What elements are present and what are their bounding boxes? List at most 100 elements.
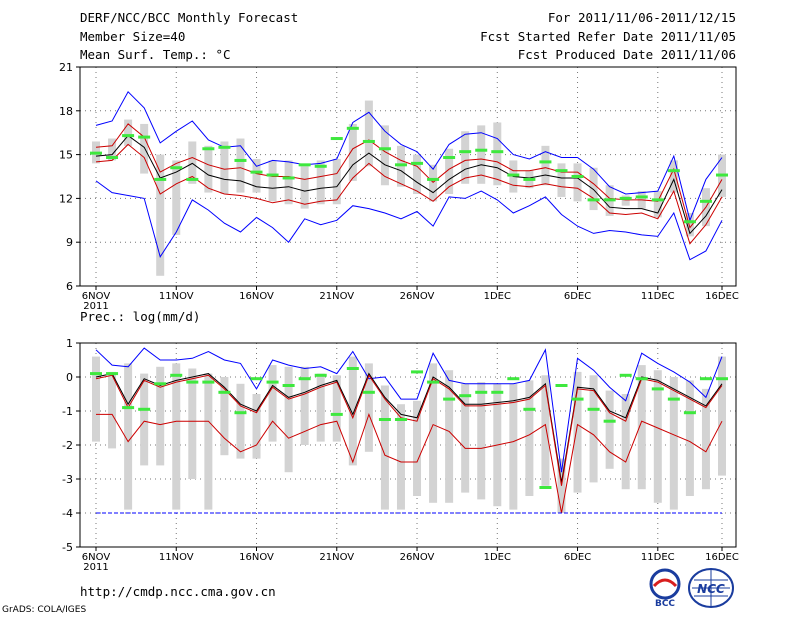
spread-bar: [509, 383, 518, 510]
spread-bar: [493, 122, 502, 186]
ensemble-marker: [603, 198, 616, 202]
ensemble-marker: [346, 367, 359, 370]
spread-bar: [541, 145, 550, 186]
ensemble-marker: [346, 126, 359, 130]
ensemble-marker: [699, 199, 712, 203]
y-tick-label: -1: [62, 405, 73, 418]
ensemble-marker: [635, 195, 648, 199]
ensemble-marker: [282, 176, 295, 180]
y-tick-label: 6: [66, 280, 73, 293]
x-tick-year: 2011: [83, 301, 108, 312]
spread-bar: [124, 119, 133, 146]
x-tick-label: 6DEC: [564, 552, 591, 563]
x-tick-label: 16DEC: [705, 291, 739, 302]
x-tick-label: 16NOV: [239, 291, 274, 302]
spread-bar: [316, 160, 325, 205]
ensemble-marker: [330, 412, 343, 416]
spread-bar: [108, 371, 117, 449]
spread-bar: [477, 382, 486, 500]
x-tick-label: 1DEC: [484, 552, 511, 563]
x-tick-label: 26NOV: [400, 291, 435, 302]
ensemble-marker: [378, 147, 391, 151]
spread-bar: [220, 141, 229, 195]
ensemble-marker: [266, 173, 279, 177]
series-line-ensemble-min: [96, 412, 723, 514]
ensemble-marker: [539, 160, 552, 164]
ensemble-marker: [154, 382, 167, 386]
ensemble-marker: [571, 175, 584, 178]
ensemble-marker: [603, 419, 616, 423]
ensemble-marker: [683, 220, 696, 224]
spread-bar: [204, 145, 213, 193]
x-tick-label: 21NOV: [319, 291, 354, 302]
panel1-label: Mean Surf. Temp.: °C: [80, 47, 231, 62]
spread-bar: [637, 365, 646, 490]
ensemble-marker: [491, 150, 504, 154]
ensemble-marker: [362, 139, 375, 143]
bcc-logo-ring: [649, 568, 681, 600]
spread-bar: [140, 373, 149, 466]
ensemble-marker: [106, 372, 119, 376]
ensemble-marker: [539, 486, 552, 489]
y-tick-label: 0: [66, 371, 73, 384]
spread-bar: [172, 363, 181, 510]
x-tick-label: 1DEC: [484, 291, 511, 302]
chart-title: DERF/NCC/BCC Monthly Forecast: [80, 10, 299, 25]
ensemble-marker: [250, 377, 263, 381]
spread-bar: [669, 377, 678, 510]
x-tick-label: 11NOV: [159, 552, 194, 563]
ensemble-marker: [170, 166, 183, 170]
spread-bar: [188, 368, 197, 479]
series-line-ensemble-max: [95, 90, 723, 222]
spread-bar: [589, 375, 598, 483]
ensemble-marker: [427, 380, 440, 384]
spread-bar: [573, 371, 582, 493]
plot-frame: [79, 66, 737, 287]
ensemble-marker: [475, 390, 488, 394]
y-tick-label: 12: [59, 192, 73, 205]
ensemble-marker: [138, 135, 151, 139]
spread-bar: [701, 388, 710, 490]
spread-bar: [445, 370, 454, 503]
x-tick-label: 16NOV: [239, 552, 274, 563]
source-url[interactable]: http://cmdp.ncc.cma.gov.cn: [80, 584, 276, 599]
series-line-upper-percentile: [95, 123, 723, 229]
ensemble-marker: [587, 198, 600, 202]
ensemble-marker: [202, 380, 215, 384]
ensemble-marker: [186, 177, 199, 181]
spread-bar: [461, 131, 470, 184]
y-tick-label: 9: [66, 236, 73, 249]
ensemble-marker: [330, 137, 343, 141]
y-tick-label: -2: [62, 439, 73, 452]
ensemble-marker: [298, 377, 311, 381]
y-tick-label: 1: [66, 337, 73, 350]
spread-bar: [380, 385, 389, 510]
x-tick-label: 11DEC: [641, 552, 675, 563]
spread-bar: [429, 363, 438, 503]
ensemble-marker: [523, 177, 536, 181]
spread-bar: [685, 380, 694, 496]
spread-bar: [621, 195, 630, 206]
spread-bar: [525, 380, 534, 496]
x-tick-label: 6NOV: [82, 291, 111, 302]
ensemble-marker: [394, 163, 407, 167]
x-tick-label: 21NOV: [319, 552, 354, 563]
spread-bar: [461, 383, 470, 493]
ncc-logo: NCC: [688, 568, 734, 608]
spread-bar: [364, 100, 373, 167]
spread-bar: [284, 366, 293, 473]
ensemble-marker: [427, 177, 440, 181]
spread-bar: [364, 363, 373, 452]
ensemble-marker: [619, 373, 632, 377]
spread-bar: [332, 375, 341, 442]
spread-bar: [316, 373, 325, 442]
ensemble-marker: [507, 377, 520, 381]
bcc-logo-swoosh: [652, 578, 678, 588]
y-tick-label: -4: [62, 507, 73, 520]
x-tick-year: 2011: [83, 562, 108, 573]
ensemble-marker: [459, 150, 472, 154]
spread-bar: [268, 365, 277, 442]
spread-bar: [300, 166, 309, 209]
ensemble-marker: [282, 384, 295, 387]
